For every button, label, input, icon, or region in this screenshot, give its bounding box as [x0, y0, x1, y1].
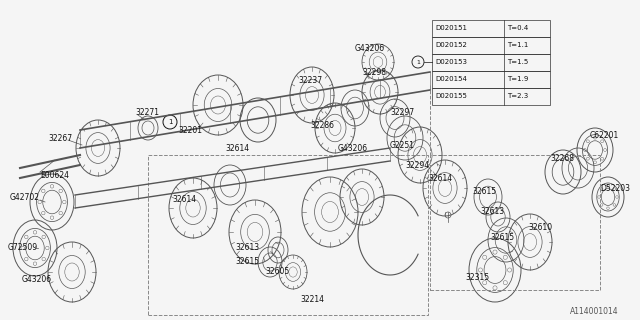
Text: E00624: E00624 [40, 171, 69, 180]
Bar [432, 54, 550, 71]
Text: 32294: 32294 [405, 161, 429, 170]
Text: D020152: D020152 [435, 42, 467, 48]
Text: 32286: 32286 [310, 121, 334, 130]
Text: A114001014: A114001014 [570, 308, 619, 316]
Bar [430, 155, 600, 290]
Bar [432, 20, 550, 37]
Bar [432, 71, 550, 88]
Text: 32214: 32214 [300, 295, 324, 305]
Text: 32271: 32271 [135, 108, 159, 116]
Text: G72509: G72509 [8, 244, 38, 252]
Text: G43206: G43206 [338, 143, 368, 153]
Text: 32614: 32614 [172, 196, 196, 204]
Text: 32201: 32201 [178, 125, 202, 134]
Text: 1: 1 [168, 119, 172, 125]
Text: T=1.9: T=1.9 [507, 76, 529, 82]
Text: 32315: 32315 [465, 274, 489, 283]
Text: D020154: D020154 [435, 76, 467, 82]
Text: G43206: G43206 [355, 44, 385, 52]
Text: 32610: 32610 [528, 223, 552, 233]
Text: 32267: 32267 [48, 133, 72, 142]
Text: T=1.1: T=1.1 [507, 42, 529, 48]
Text: 32268: 32268 [550, 154, 574, 163]
Text: 32298: 32298 [362, 68, 386, 76]
Text: C62201: C62201 [590, 131, 620, 140]
Text: D020153: D020153 [435, 59, 467, 65]
Text: G2251: G2251 [390, 140, 415, 149]
Bar [432, 37, 550, 54]
Text: 32237: 32237 [298, 76, 322, 84]
Text: T=2.3: T=2.3 [507, 93, 528, 99]
Text: 32615: 32615 [472, 188, 496, 196]
Text: D020155: D020155 [435, 93, 467, 99]
Bar [148, 155, 428, 315]
Text: 32605: 32605 [265, 268, 289, 276]
Bar [432, 88, 550, 105]
Text: G42702: G42702 [10, 194, 40, 203]
Text: 32297: 32297 [390, 108, 414, 116]
Text: 1: 1 [416, 60, 420, 65]
Text: T=1.5: T=1.5 [507, 59, 528, 65]
Text: D52203: D52203 [600, 183, 630, 193]
Text: 32615: 32615 [235, 258, 259, 267]
Text: T=0.4: T=0.4 [507, 25, 528, 31]
Text: G43206: G43206 [22, 276, 52, 284]
Text: D020151: D020151 [435, 25, 467, 31]
Text: 32615: 32615 [490, 234, 514, 243]
Text: 32613: 32613 [480, 207, 504, 217]
Text: 32614: 32614 [428, 173, 452, 182]
Text: 32613: 32613 [235, 244, 259, 252]
Text: 32614: 32614 [225, 143, 249, 153]
